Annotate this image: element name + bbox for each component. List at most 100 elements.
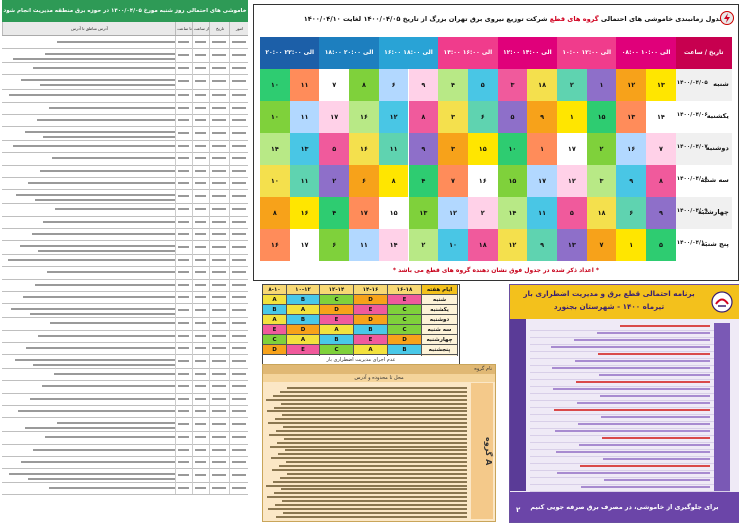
mini-group-cell: C — [263, 335, 287, 345]
schedule-group-cell: ۱۱ — [289, 101, 320, 133]
schedule-group-cell: ۱۱ — [289, 69, 320, 101]
mini-group-cell: A — [287, 305, 320, 315]
poster-schedule-row — [530, 365, 730, 373]
schedule-slot-header: ۱۲:۰۰ الی ۱۴:۰۰ — [497, 37, 557, 69]
poster-schedule-row — [530, 337, 730, 345]
schedule-group-cell: ۱۵ — [378, 197, 409, 229]
poster-schedule-row — [530, 442, 730, 450]
schedule-group-cell: ۲ — [557, 69, 587, 101]
schedule-group-cell: ۱۷ — [289, 229, 320, 261]
schedule-group-cell: ۸ — [646, 165, 676, 197]
schedule-day-label: یکشنبه ۱۴۰۰/۰۴/۰۶ — [675, 101, 732, 133]
group-box-line — [273, 394, 467, 397]
left-table-row — [2, 240, 248, 255]
schedule-group-cell: ۱۳ — [289, 133, 320, 165]
schedule-group-cell: ۸ — [260, 197, 290, 229]
schedule-group-cell: ۱۰ — [497, 133, 528, 165]
group-box-line — [284, 437, 467, 440]
group-box-line — [285, 449, 467, 452]
mini-group-cell: سه شنبه — [422, 325, 458, 335]
schedule-group-cell: ۱ — [616, 229, 647, 261]
schedule-group-cell: ۶ — [349, 165, 379, 197]
mini-group-cell: D — [320, 305, 354, 315]
schedule-group-cell: ۹ — [408, 69, 439, 101]
left-table-row — [2, 152, 248, 166]
group-box-line — [281, 402, 467, 405]
schedule-day-label: دوشنبه ۱۴۰۰/۰۴/۰۷ — [675, 133, 732, 165]
left-table-row — [2, 36, 248, 49]
schedule-group-cell: ۱۱ — [378, 133, 409, 165]
left-table-row — [2, 189, 248, 204]
schedule-group-cell: ۱۲ — [497, 229, 528, 261]
schedule-group-cell: ۱۷ — [557, 133, 587, 165]
left-table-row — [2, 216, 248, 229]
group-box-line — [275, 418, 467, 421]
schedule-day-date: ۱۴۰۰/۰۴/۰۸ — [676, 176, 708, 182]
left-header-affairs: امور — [229, 22, 249, 35]
group-box-line — [266, 484, 467, 487]
schedule-group-cell: ۱۶ — [349, 133, 379, 165]
group-box-line — [273, 480, 467, 483]
schedule-group-cell: ۲ — [408, 229, 439, 261]
left-table-row — [2, 89, 248, 103]
schedule-group-cell: ۱۴ — [497, 197, 528, 229]
group-box-header: نام گروه — [263, 365, 495, 374]
mini-group-cell: E — [354, 305, 388, 315]
schedule-group-cell: ۱۵ — [497, 165, 528, 197]
schedule-group-cell: ۸ — [408, 101, 439, 133]
group-box-line — [283, 511, 467, 514]
left-table-row — [2, 380, 248, 394]
schedule-group-cell: ۱۴ — [260, 133, 290, 165]
left-header-date: تاریخ — [209, 22, 230, 35]
left-table-row — [2, 330, 248, 343]
left-table-row — [2, 165, 248, 178]
left-table-row — [2, 417, 248, 432]
schedule-day-name: شنبه — [713, 80, 729, 88]
mini-group-cell: D — [263, 345, 287, 355]
schedule-day-date: ۱۴۰۰/۰۴/۰۵ — [676, 80, 708, 86]
poster-subtitle: تیرماه ۱۴۰۰ - شهرستان بجنورد — [553, 302, 665, 311]
left-table-row — [2, 393, 248, 406]
schedule-day-name: چهارشنبه — [697, 208, 729, 216]
left-table-row — [2, 444, 248, 457]
schedule-group-cell: ۱ — [586, 69, 617, 101]
schedule-slot-header: ۰۸:۰۰ الی ۱۰:۰۰ — [616, 37, 676, 69]
group-box-line — [274, 406, 467, 409]
schedule-title-pre: جدول زمانبندی خاموشی های احتمالی — [600, 15, 724, 23]
schedule-group-cell: ۶ — [378, 69, 409, 101]
left-table-row — [2, 126, 248, 141]
bojnourd-poster: برنامه احتمالی قطع برق و مدیریت اضطراری … — [509, 284, 739, 523]
left-table-row — [2, 405, 248, 418]
group-box-line — [278, 453, 467, 456]
left-table-row — [2, 177, 248, 190]
schedule-group-cell: ۵ — [497, 101, 528, 133]
mini-group-cell: A — [320, 325, 354, 335]
left-document-title: خاموشی های احتمالی روز شنبه مورخ ۱۴۰۰/۰۴… — [2, 0, 248, 36]
mini-table-footer: عدم اجرای مدیریت اضطراری بار — [263, 356, 459, 365]
mini-group-cell: A — [287, 335, 320, 345]
poster-schedule-row — [530, 463, 730, 471]
schedule-group-cell: ۷ — [646, 133, 676, 165]
poster-schedule-row — [530, 393, 730, 401]
schedule-day-date: ۱۴۰۰/۰۴/۰۹ — [676, 208, 708, 214]
schedule-group-cell: ۱۱ — [527, 197, 557, 229]
poster-schedule-row — [530, 358, 730, 366]
schedule-corner-header: تاریخ / ساعت — [675, 37, 732, 69]
schedule-group-cell: ۳ — [438, 133, 468, 165]
mini-group-cell: B — [287, 315, 320, 325]
schedule-group-cell: ۱۱ — [349, 229, 379, 261]
schedule-group-cell: ۱۵ — [586, 101, 617, 133]
poster-schedule-row — [530, 351, 730, 359]
schedule-group-cell: ۱۳ — [646, 69, 676, 101]
poster-schedule-row — [530, 484, 730, 492]
schedule-group-cell: ۶ — [319, 229, 350, 261]
schedule-day-name: یکشنبه — [706, 112, 729, 120]
schedule-slot-header: ۱۴:۰۰ الی ۱۶:۰۰ — [438, 37, 498, 69]
schedule-note: * اعداد ذکر شده در جدول فوق نشان دهنده گ… — [392, 267, 600, 274]
schedule-group-cell: ۶ — [467, 101, 498, 133]
poster-schedule-row — [530, 456, 730, 464]
poster-schedule-row — [530, 330, 730, 338]
schedule-group-cell: ۹ — [616, 165, 647, 197]
mini-group-cell: E — [287, 345, 320, 355]
mini-group-cell: B — [320, 335, 354, 345]
